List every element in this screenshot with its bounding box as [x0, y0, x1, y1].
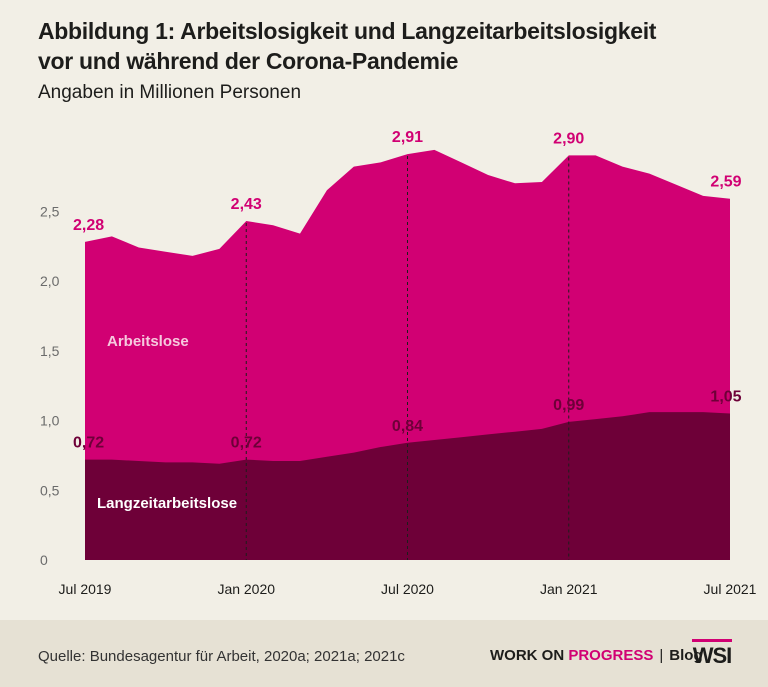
x-tick-label: Jul 2020 [381, 581, 434, 597]
data-label: 1,05 [710, 389, 741, 406]
brand-part-2: PROGRESS [568, 647, 654, 664]
data-label: 2,43 [231, 196, 262, 213]
series-label-arbeitslose: Arbeitslose [107, 333, 189, 350]
y-tick-label: 0,5 [40, 482, 60, 498]
y-tick-label: 1,5 [40, 343, 60, 359]
y-tick-label: 2,0 [40, 273, 60, 289]
data-label: 2,91 [392, 129, 423, 146]
footer-bar: Quelle: Bundesagentur für Arbeit, 2020a;… [0, 620, 768, 687]
chart-title: Abbildung 1: Arbeitslosigkeit und Langze… [38, 16, 738, 76]
x-tick-label: Jul 2019 [59, 581, 112, 597]
x-tick-label: Jan 2020 [217, 581, 275, 597]
chart-subtitle: Angaben in Millionen Personen [38, 82, 302, 103]
data-label: 2,28 [73, 217, 104, 234]
source-note: Quelle: Bundesagentur für Arbeit, 2020a;… [38, 648, 405, 665]
data-label: 0,99 [553, 397, 584, 414]
brand-part-3: Blog [669, 647, 703, 664]
chart-title-line2: vor und während der Corona-Pandemie [38, 48, 459, 74]
series-label-langzeitarbeitslose: Langzeitarbeitslose [97, 495, 237, 512]
y-tick-label: 2,5 [40, 203, 60, 219]
data-label: 2,59 [710, 174, 741, 191]
data-label: 0,72 [231, 435, 262, 452]
x-tick-label: Jan 2021 [540, 581, 598, 597]
area-chart: 0 0,5 1,0 1,5 2,0 2,5 Jul 2019 Jan 2020 Jul 2020… [40, 129, 757, 597]
brand-wordmark: WORK ON PROGRESS | Blog [490, 647, 703, 664]
data-label: 0,72 [73, 435, 104, 452]
data-label: 0,84 [392, 418, 423, 435]
data-label: 2,90 [553, 130, 584, 147]
wsi-logo: WSI [692, 639, 732, 672]
brand-part-1: WORK ON [490, 647, 565, 664]
brand-separator: | [659, 647, 664, 664]
y-tick-label: 1,0 [40, 413, 60, 429]
x-tick-label: Jul 2021 [704, 581, 757, 597]
chart-title-line1: Abbildung 1: Arbeitslosigkeit und Langze… [38, 18, 657, 44]
y-tick-label: 0 [40, 552, 48, 568]
